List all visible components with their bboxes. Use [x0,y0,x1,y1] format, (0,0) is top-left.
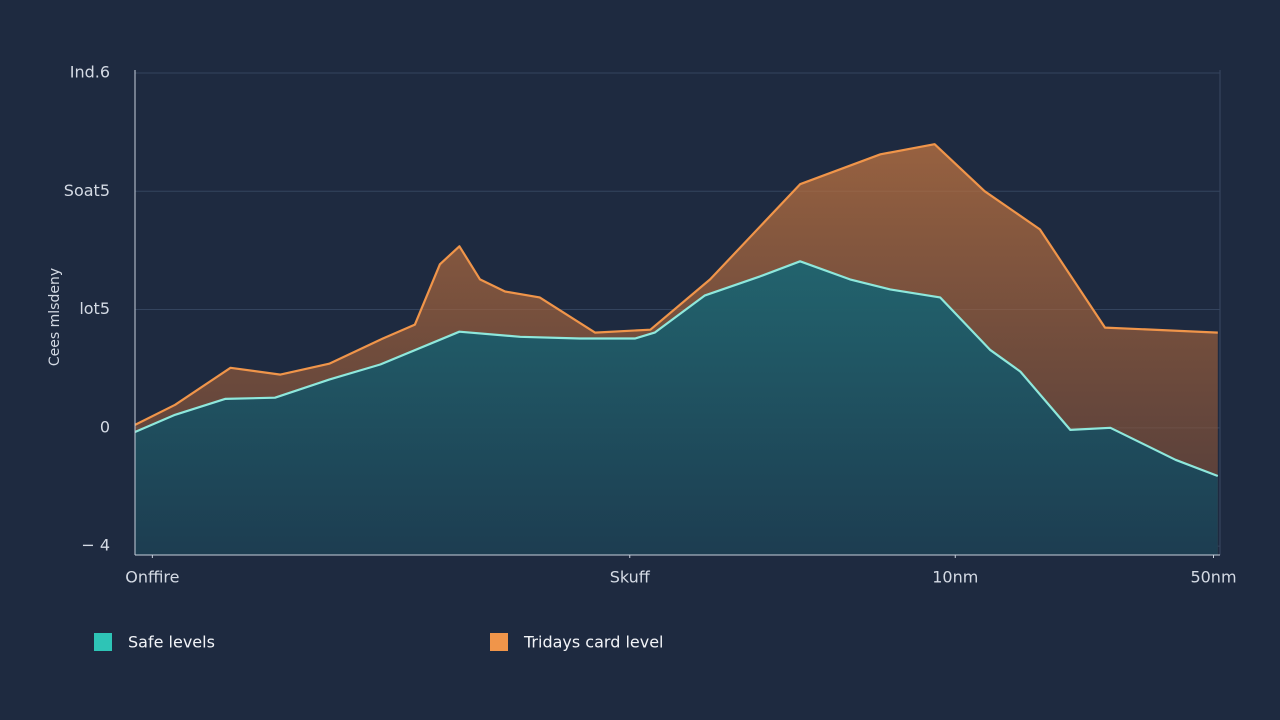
series-area [135,261,1218,555]
legend-swatch [94,633,112,651]
y-tick-label: Soat5 [64,181,110,200]
x-tick-label: Onffire [125,568,179,587]
x-tick-label: 10nm [932,568,978,587]
y-tick-label: − 4 [81,536,110,555]
series-line [134,260,1219,478]
y-tick-label: Ind.6 [70,62,110,81]
legend-label: Safe levels [128,633,215,652]
legend: Tridays card level Safe levels [94,633,663,652]
series-line [134,143,1218,426]
x-tick-label: Skuff [610,568,651,587]
x-tick-label: 50nm [1190,568,1236,587]
legend-swatch [490,633,508,651]
y-tick-label: 0 [100,417,110,436]
y-axis-label: Cees mlsdeny [47,268,63,366]
legend-label: Tridays card level [523,633,663,652]
y-tick-label: lot5 [79,299,110,318]
